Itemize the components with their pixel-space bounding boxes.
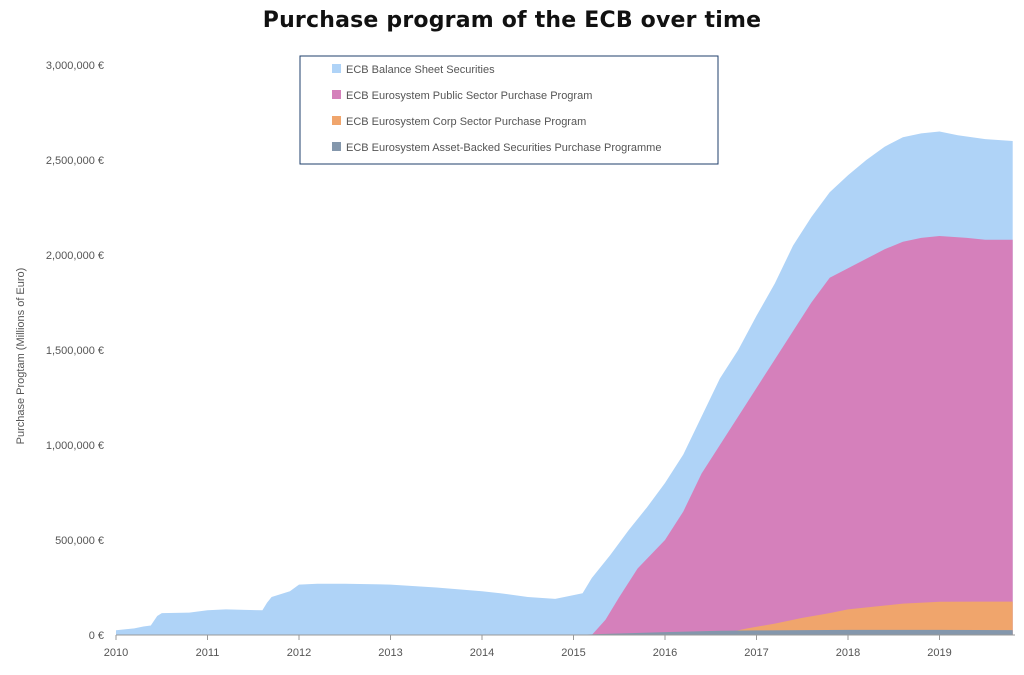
x-tick-label: 2016	[653, 647, 677, 659]
legend-box	[299, 55, 719, 165]
series-area-4	[573, 629, 1013, 635]
series-area-2	[591, 236, 1013, 635]
x-tick-label: 2019	[927, 647, 951, 659]
x-tick-label: 2013	[378, 647, 402, 659]
legend-swatch	[332, 90, 341, 99]
y-tick-label: 1,000,000 €	[46, 440, 104, 452]
y-tick-label: 0 €	[89, 630, 104, 642]
y-tick-label: 1,500,000 €	[46, 345, 104, 357]
y-axis-label: Purchase Progtam (Millions of Euro)	[15, 268, 27, 445]
x-tick-label: 2018	[836, 647, 860, 659]
legend-entry: ECB Eurosystem Corp Sector Purchase Prog…	[346, 116, 586, 128]
legend-swatch	[332, 64, 341, 73]
x-tick-label: 2012	[287, 647, 311, 659]
x-tick-label: 2017	[744, 647, 768, 659]
legend-swatch	[332, 142, 341, 151]
legend-entry: ECB Balance Sheet Securities	[346, 64, 495, 76]
y-tick-label: 2,500,000 €	[46, 155, 104, 167]
legend: ECB Balance Sheet Securities ECB Eurosyst…	[299, 55, 719, 165]
x-tick-label: 2010	[104, 647, 128, 659]
legend-swatch	[332, 116, 341, 125]
x-tick-label: 2015	[561, 647, 585, 659]
x-tick-label: 2011	[196, 647, 220, 659]
legend-entry: ECB Eurosystem Public Sector Purchase Pr…	[346, 90, 592, 102]
y-tick-label: 3,000,000 €	[46, 60, 104, 72]
y-tick-label: 2,000,000 €	[46, 250, 104, 262]
y-tick-label: 500,000 €	[55, 535, 104, 547]
x-tick-label: 2014	[470, 647, 494, 659]
chart-title: Purchase program of the ECB over time	[262, 8, 762, 33]
legend-entry: ECB Eurosystem Asset-Backed Securities P…	[346, 142, 661, 154]
area-layer	[116, 131, 1013, 635]
axes-layer: 2010 2011 2012 2013 2014 2015 2016 2017 2018 2019…	[46, 60, 1015, 659]
series-area-3	[715, 601, 1013, 635]
